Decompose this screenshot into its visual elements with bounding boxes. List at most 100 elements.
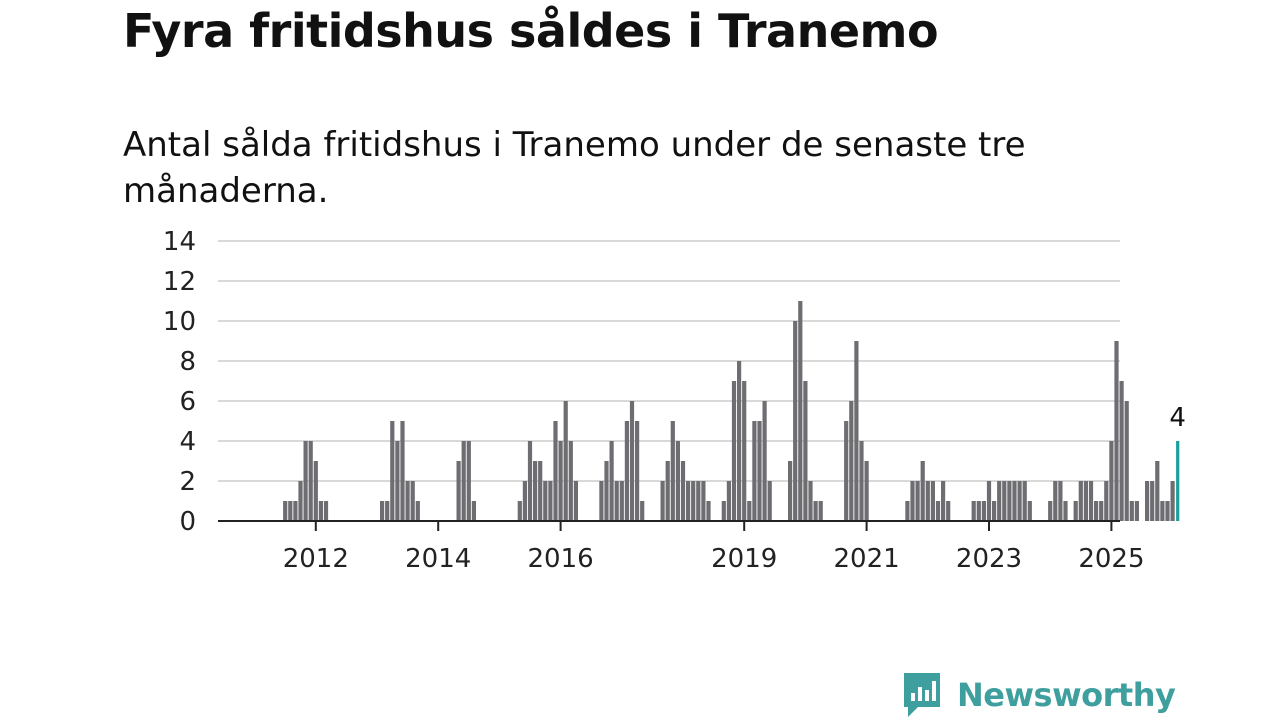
bar — [905, 501, 910, 521]
bar — [691, 481, 696, 521]
bar — [293, 501, 298, 521]
bar — [737, 361, 742, 521]
newsworthy-logo-icon — [904, 673, 940, 717]
bar — [573, 481, 578, 521]
bar — [747, 501, 752, 521]
bar — [1027, 501, 1032, 521]
y-tick-label: 8 — [179, 347, 196, 377]
bar — [538, 461, 543, 521]
bar — [380, 501, 385, 521]
brand-name: Newsworthy — [957, 676, 1176, 714]
bar — [298, 481, 303, 521]
bar — [1053, 481, 1058, 521]
bar — [635, 421, 640, 521]
bar — [548, 481, 553, 521]
x-tick-label: 2016 — [528, 544, 594, 574]
bar — [410, 481, 415, 521]
bar — [558, 441, 563, 521]
bar — [1094, 501, 1099, 521]
bar — [798, 301, 803, 521]
bar — [288, 501, 293, 521]
bar — [1099, 501, 1104, 521]
bar — [818, 501, 823, 521]
bar — [680, 461, 686, 521]
chart-title: Fyra fritidshus såldes i Tranemo — [123, 4, 939, 58]
bar — [318, 501, 323, 521]
y-tick-label: 0 — [179, 507, 196, 537]
bar — [517, 501, 522, 521]
bar — [1078, 481, 1083, 521]
bar — [1129, 501, 1134, 521]
bar — [946, 501, 951, 521]
bar — [675, 441, 680, 521]
bar — [986, 481, 992, 521]
bar — [925, 481, 930, 521]
bar — [767, 481, 772, 521]
bar — [731, 381, 737, 521]
bar — [313, 461, 318, 521]
y-tick-label: 2 — [179, 467, 196, 497]
bar — [665, 461, 670, 521]
bar — [1083, 481, 1088, 521]
y-tick-label: 12 — [163, 267, 196, 297]
bar — [385, 501, 390, 521]
x-tick-label: 2021 — [834, 544, 900, 574]
bar — [971, 501, 976, 521]
bar — [619, 481, 624, 521]
highlight-value-label: 4 — [1169, 403, 1186, 433]
bar — [1048, 501, 1053, 521]
bar — [629, 401, 635, 521]
chart-subtitle: Antal sålda fritidshus i Tranemo under d… — [123, 125, 1026, 211]
bar — [1088, 481, 1094, 521]
bar — [935, 501, 941, 521]
bar — [803, 381, 808, 521]
bar — [461, 441, 466, 521]
bar — [706, 501, 711, 521]
bar — [1150, 481, 1155, 521]
y-tick-label: 4 — [179, 427, 196, 457]
bar — [992, 501, 997, 521]
bar — [415, 501, 420, 521]
bar — [614, 481, 619, 521]
bar — [670, 421, 675, 521]
bar — [1145, 481, 1150, 521]
bar — [1063, 501, 1068, 521]
bar — [553, 421, 558, 521]
bar — [640, 501, 645, 521]
x-tick-label: 2014 — [405, 544, 471, 574]
bar — [405, 481, 410, 521]
y-tick-label: 6 — [179, 387, 196, 417]
bar — [915, 481, 920, 521]
bar — [1114, 341, 1119, 521]
bar — [1058, 481, 1063, 521]
bar — [762, 401, 767, 521]
bar — [543, 481, 548, 521]
x-tick-label: 2019 — [711, 544, 777, 574]
y-tick-label: 14 — [163, 227, 196, 257]
bar — [1073, 501, 1078, 521]
bar — [997, 481, 1002, 521]
bar — [1104, 481, 1109, 521]
bar — [793, 321, 798, 521]
bar — [941, 481, 946, 521]
bar — [808, 481, 813, 521]
x-tick-label: 2012 — [283, 544, 349, 574]
bar — [1002, 481, 1007, 521]
bar — [283, 501, 288, 521]
bar — [522, 481, 527, 521]
bar — [400, 421, 405, 521]
bar — [849, 401, 854, 521]
bar — [864, 461, 869, 521]
bar — [1012, 481, 1017, 521]
bar — [1155, 461, 1160, 521]
bar — [920, 461, 925, 521]
bar — [757, 421, 762, 521]
bar — [726, 481, 731, 521]
bar — [308, 441, 313, 521]
bar — [1119, 381, 1124, 521]
bar — [303, 441, 308, 521]
bar — [660, 481, 665, 521]
bar — [1017, 481, 1022, 521]
bar — [742, 381, 747, 521]
